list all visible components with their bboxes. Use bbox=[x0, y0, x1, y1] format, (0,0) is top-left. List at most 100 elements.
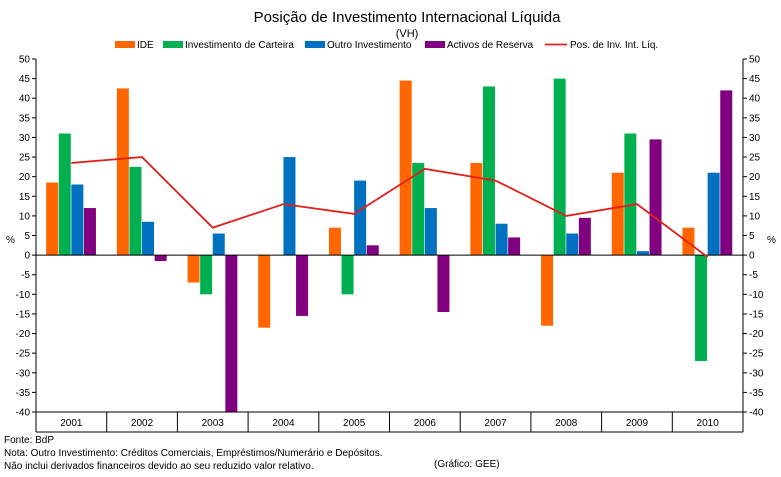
y-tick-label-right: -20 bbox=[749, 329, 764, 340]
legend-swatch bbox=[425, 41, 445, 48]
y-tick-label-right: -10 bbox=[749, 290, 764, 301]
bar-activos-de-reserva-2007 bbox=[508, 237, 521, 256]
y-tick-label-right: 0 bbox=[749, 251, 755, 262]
bar-activos-de-reserva-2002 bbox=[154, 255, 167, 261]
legend-swatch bbox=[163, 41, 183, 48]
bar-outro-investimento-2005 bbox=[354, 180, 367, 256]
y-tick-label-right: 45 bbox=[749, 74, 761, 85]
legend-label: Pos. de Inv. Int. Líq. bbox=[570, 40, 658, 51]
y-tick-label-left: -35 bbox=[16, 388, 31, 399]
line-series bbox=[71, 156, 709, 258]
x-tick-label-2006: 2006 bbox=[414, 418, 437, 429]
bar-ide-2008 bbox=[541, 255, 554, 326]
y-tick-label-right: -15 bbox=[749, 309, 764, 320]
bar-investimento-de-carteira-2002 bbox=[129, 166, 142, 256]
bar-investimento-de-carteira-2005 bbox=[341, 255, 354, 295]
bar-activos-de-reserva-2005 bbox=[366, 245, 379, 256]
y-tick-label-left: -40 bbox=[16, 408, 31, 419]
bar-investimento-de-carteira-2009 bbox=[624, 133, 637, 256]
y-tick-label-right: -30 bbox=[749, 368, 764, 379]
y-tick-label-right: -25 bbox=[749, 349, 764, 360]
x-tick-label-2003: 2003 bbox=[202, 418, 225, 429]
y-axis-left: 50454035302520151050-5-10-15-20-25-30-35… bbox=[16, 55, 37, 419]
bar-ide-2006 bbox=[399, 80, 412, 256]
line-pos-de-inv-int-l-q- bbox=[71, 156, 709, 258]
bar-ide-2003 bbox=[187, 255, 200, 283]
bar-activos-de-reserva-2006 bbox=[437, 255, 450, 312]
x-tick-label-2002: 2002 bbox=[131, 418, 154, 429]
y-tick-label-right: -40 bbox=[749, 408, 764, 419]
y-tick-label-right: 25 bbox=[749, 153, 761, 164]
x-tick-label-2010: 2010 bbox=[697, 418, 720, 429]
legend-label: Outro Investimento bbox=[327, 40, 412, 51]
bar-ide-2004 bbox=[258, 255, 271, 328]
bar-investimento-de-carteira-2008 bbox=[553, 78, 566, 256]
y-tick-label-right: 15 bbox=[749, 192, 761, 203]
x-tick-label-2009: 2009 bbox=[626, 418, 649, 429]
bar-outro-investimento-2007 bbox=[495, 223, 508, 256]
bars bbox=[46, 78, 733, 412]
y-tick-label-left: 35 bbox=[19, 113, 31, 124]
bar-activos-de-reserva-2009 bbox=[649, 139, 662, 256]
footnote-2: Não inclui derivados financeiros devido … bbox=[4, 461, 314, 472]
y-tick-label-left: 25 bbox=[19, 153, 31, 164]
bar-ide-2005 bbox=[328, 227, 341, 256]
y-tick-label-left: 50 bbox=[19, 55, 31, 66]
chart-title: Posição de Investimento Internacional Lí… bbox=[254, 9, 562, 26]
bar-investimento-de-carteira-2001 bbox=[58, 133, 71, 256]
chart-credit: (Gráfico: GEE) bbox=[434, 459, 500, 470]
x-tick-label-2008: 2008 bbox=[555, 418, 578, 429]
y-axis-right: 50454035302520151050-5-10-15-20-25-30-35… bbox=[742, 55, 764, 419]
y-tick-label-left: -10 bbox=[16, 290, 31, 301]
y-tick-label-left: -5 bbox=[21, 270, 30, 281]
y-tick-label-left: 15 bbox=[19, 192, 31, 203]
y-tick-label-right: -5 bbox=[749, 270, 758, 281]
y-tick-label-left: 10 bbox=[19, 211, 31, 222]
bar-outro-investimento-2009 bbox=[636, 251, 649, 256]
bar-outro-investimento-2001 bbox=[71, 184, 84, 256]
y-tick-label-left: 20 bbox=[19, 172, 31, 183]
legend-label: IDE bbox=[137, 40, 154, 51]
y-tick-label-right: 5 bbox=[749, 231, 755, 242]
legend: IDE Investimento de Carteira Outro Investi… bbox=[115, 40, 658, 51]
source-note: Fonte: BdP bbox=[4, 435, 55, 446]
y-tick-label-left: -20 bbox=[16, 329, 31, 340]
bar-activos-de-reserva-2008 bbox=[578, 217, 591, 256]
y-tick-label-left: -15 bbox=[16, 309, 31, 320]
bar-activos-de-reserva-2001 bbox=[83, 208, 96, 256]
y-tick-label-right: 40 bbox=[749, 94, 761, 105]
y-axis-left-label: % bbox=[6, 235, 15, 246]
bar-investimento-de-carteira-2003 bbox=[200, 255, 213, 295]
legend-swatch bbox=[115, 41, 135, 48]
y-tick-label-right: 50 bbox=[749, 55, 761, 66]
bar-ide-2009 bbox=[611, 172, 624, 256]
chart-subtitle: (VH) bbox=[396, 28, 419, 40]
category-axis: 2001 2002 2003 2004 2005 2006 2007 2008 2009 2010 bbox=[35, 411, 744, 433]
bar-ide-2010 bbox=[682, 227, 695, 256]
bar-investimento-de-carteira-2007 bbox=[482, 86, 495, 256]
bar-outro-investimento-2002 bbox=[142, 221, 155, 256]
x-tick-label-2005: 2005 bbox=[343, 418, 366, 429]
y-tick-label-left: 45 bbox=[19, 74, 31, 85]
legend-label: Investimento de Carteira bbox=[185, 40, 294, 51]
y-tick-label-right: 10 bbox=[749, 211, 761, 222]
bar-ide-2001 bbox=[46, 182, 59, 256]
bar-outro-investimento-2006 bbox=[424, 208, 437, 256]
x-tick-label-2001: 2001 bbox=[60, 418, 83, 429]
x-tick-label-2007: 2007 bbox=[484, 418, 507, 429]
legend-label: Activos de Reserva bbox=[447, 40, 534, 51]
bar-outro-investimento-2010 bbox=[707, 172, 720, 256]
y-tick-label-right: -35 bbox=[749, 388, 764, 399]
bar-activos-de-reserva-2003 bbox=[225, 255, 238, 412]
y-axis-right-label: % bbox=[767, 235, 776, 246]
bar-investimento-de-carteira-2006 bbox=[412, 162, 425, 256]
y-tick-label-left: -30 bbox=[16, 368, 31, 379]
y-tick-label-left: 0 bbox=[24, 251, 30, 262]
y-tick-label-right: 20 bbox=[749, 172, 761, 183]
bar-investimento-de-carteira-2010 bbox=[695, 255, 708, 362]
y-tick-label-right: 30 bbox=[749, 133, 761, 144]
footnote-1: Nota: Outro Investimento: Créditos Comer… bbox=[4, 448, 383, 459]
y-tick-label-left: 30 bbox=[19, 133, 31, 144]
y-tick-label-right: 35 bbox=[749, 113, 761, 124]
